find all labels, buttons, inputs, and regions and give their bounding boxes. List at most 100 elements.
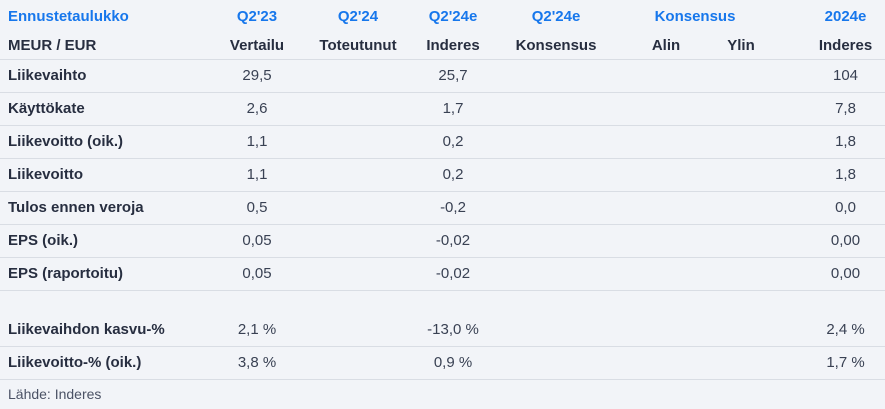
cell-value — [712, 346, 771, 380]
cell-value — [302, 158, 414, 192]
cell-value — [492, 158, 620, 192]
cell-value: 1,8 — [770, 125, 885, 159]
cell-value: -0,02 — [414, 224, 492, 258]
cell-value: 104 — [770, 59, 885, 93]
cell-value: 29,5 — [212, 59, 302, 93]
cell-value: 0,5 — [212, 191, 302, 225]
cell-value — [302, 313, 414, 347]
cell-value: -0,2 — [414, 191, 492, 225]
cell-value: 0,00 — [770, 257, 885, 291]
cell-value — [302, 257, 414, 291]
period-header-q2-23: Q2'23 — [236, 7, 278, 25]
spacer-row — [0, 290, 885, 313]
table-row-liikevoitto-oik: Liikevoitto (oik.) 1,1 0,2 1,8 — [0, 125, 885, 159]
cell-value: -13,0 % — [414, 313, 492, 347]
cell-value — [302, 346, 414, 380]
cell-value — [492, 346, 620, 380]
cell-value: 2,6 — [212, 92, 302, 126]
cell-value — [712, 224, 771, 258]
period-header-konsensus: Konsensus — [654, 7, 736, 25]
cell-value: 1,7 — [414, 92, 492, 126]
cell-value — [620, 224, 712, 258]
table-row-liikevaihdon-kasvu: Liikevaihdon kasvu-% 2,1 % -13,0 % 2,4 % — [0, 313, 885, 347]
sub-header-ylin: Ylin — [712, 32, 771, 60]
cell-value — [302, 191, 414, 225]
row-label: Liikevoitto (oik.) — [0, 125, 212, 159]
cell-value — [620, 125, 712, 159]
table-row-kayttokate: Käyttökate 2,6 1,7 7,8 — [0, 92, 885, 126]
sub-header-inderes-y: Inderes — [770, 32, 885, 60]
cell-value: 0,9 % — [414, 346, 492, 380]
row-label: Liikevaihdon kasvu-% — [0, 313, 212, 347]
cell-value: 1,8 — [770, 158, 885, 192]
cell-value — [492, 191, 620, 225]
cell-value — [492, 257, 620, 291]
table-row-liikevaihto: Liikevaihto 29,5 25,7 104 — [0, 59, 885, 93]
cell-value — [712, 92, 771, 126]
cell-value — [492, 59, 620, 93]
cell-value — [712, 125, 771, 159]
cell-value: 7,8 — [770, 92, 885, 126]
cell-value — [302, 59, 414, 93]
cell-value — [712, 191, 771, 225]
table-row-eps-raportoitu: EPS (raportoitu) 0,05 -0,02 0,00 — [0, 257, 885, 291]
cell-value: 0,0 — [770, 191, 885, 225]
sub-header-alin: Alin — [620, 32, 712, 60]
cell-value — [492, 125, 620, 159]
period-header-q2-24e-inderes: Q2'24e — [428, 7, 478, 25]
period-header-row: Ennustetaulukko Q2'23 Q2'24 Q2'24e Q2'24… — [0, 0, 885, 32]
cell-value: 2,1 % — [212, 313, 302, 347]
cell-value — [492, 224, 620, 258]
cell-value — [302, 92, 414, 126]
table-row-eps-oik: EPS (oik.) 0,05 -0,02 0,00 — [0, 224, 885, 258]
row-label: Liikevoitto — [0, 158, 212, 192]
cell-value: 25,7 — [414, 59, 492, 93]
sub-header-vertailu: Vertailu — [212, 32, 302, 60]
cell-value — [712, 313, 771, 347]
cell-value — [302, 224, 414, 258]
unit-label: MEUR / EUR — [0, 32, 212, 60]
cell-value: 0,2 — [414, 158, 492, 192]
cell-value: 0,05 — [212, 224, 302, 258]
sub-header-inderes-q: Inderes — [414, 32, 492, 60]
cell-value — [492, 92, 620, 126]
cell-value: 2,4 % — [770, 313, 885, 347]
sub-header-konsensus: Konsensus — [492, 32, 620, 60]
row-label: Liikevaihto — [0, 59, 212, 93]
source-row: Lähde: Inderes — [0, 379, 885, 405]
cell-value — [302, 125, 414, 159]
cell-value: 1,1 — [212, 158, 302, 192]
cell-value — [492, 313, 620, 347]
period-header-q2-24: Q2'24 — [337, 7, 379, 25]
cell-value: -0,02 — [414, 257, 492, 291]
cell-value — [620, 191, 712, 225]
period-header-q2-24e-konsensus: Q2'24e — [531, 7, 581, 25]
table-row-liikevoitto-pct: Liikevoitto-% (oik.) 3,8 % 0,9 % 1,7 % — [0, 346, 885, 380]
cell-value — [620, 158, 712, 192]
cell-value — [712, 257, 771, 291]
table-row-tulos-ennen-veroja: Tulos ennen veroja 0,5 -0,2 0,0 — [0, 191, 885, 225]
cell-value — [620, 257, 712, 291]
cell-value — [712, 59, 771, 93]
cell-value — [620, 59, 712, 93]
cell-value: 0,05 — [212, 257, 302, 291]
row-label: EPS (raportoitu) — [0, 257, 212, 291]
source-note: Lähde: Inderes — [8, 386, 102, 403]
cell-value: 0,00 — [770, 224, 885, 258]
cell-value — [620, 92, 712, 126]
cell-value — [620, 346, 712, 380]
table-title: Ennustetaulukko — [8, 7, 129, 25]
period-header-2024e: 2024e — [824, 7, 867, 25]
row-label: Liikevoitto-% (oik.) — [0, 346, 212, 380]
row-label: Tulos ennen veroja — [0, 191, 212, 225]
cell-value: 1,7 % — [770, 346, 885, 380]
row-label: Käyttökate — [0, 92, 212, 126]
cell-value — [712, 158, 771, 192]
table-row-liikevoitto: Liikevoitto 1,1 0,2 1,8 — [0, 158, 885, 192]
sub-header-toteutunut: Toteutunut — [302, 32, 414, 60]
cell-value: 0,2 — [414, 125, 492, 159]
sub-header-row: MEUR / EUR Vertailu Toteutunut Inderes K… — [0, 32, 885, 60]
row-label: EPS (oik.) — [0, 224, 212, 258]
cell-value — [620, 313, 712, 347]
